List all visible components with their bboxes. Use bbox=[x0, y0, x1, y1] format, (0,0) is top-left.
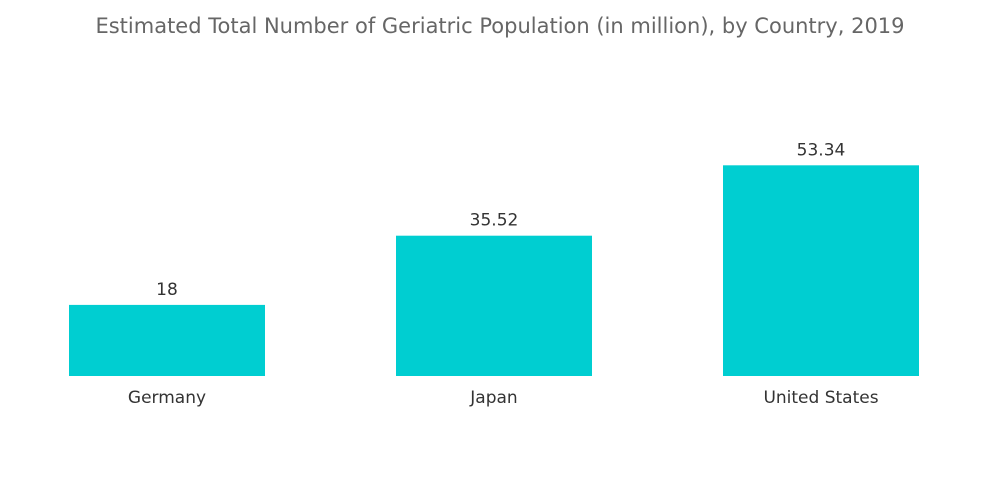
bar-united-states bbox=[723, 165, 919, 376]
chart-title: Estimated Total Number of Geriatric Popu… bbox=[95, 14, 905, 38]
value-label-germany: 18 bbox=[156, 280, 178, 300]
category-label-united-states: United States bbox=[763, 388, 878, 408]
bar-germany bbox=[69, 304, 265, 376]
category-label-japan: Japan bbox=[469, 388, 517, 408]
value-label-united-states: 53.34 bbox=[797, 140, 846, 160]
bar-japan bbox=[396, 235, 592, 376]
bars-group: 18 Germany 35.52 Japan 53.34 United States bbox=[69, 140, 919, 408]
value-label-japan: 35.52 bbox=[470, 211, 519, 231]
category-label-germany: Germany bbox=[128, 388, 206, 408]
